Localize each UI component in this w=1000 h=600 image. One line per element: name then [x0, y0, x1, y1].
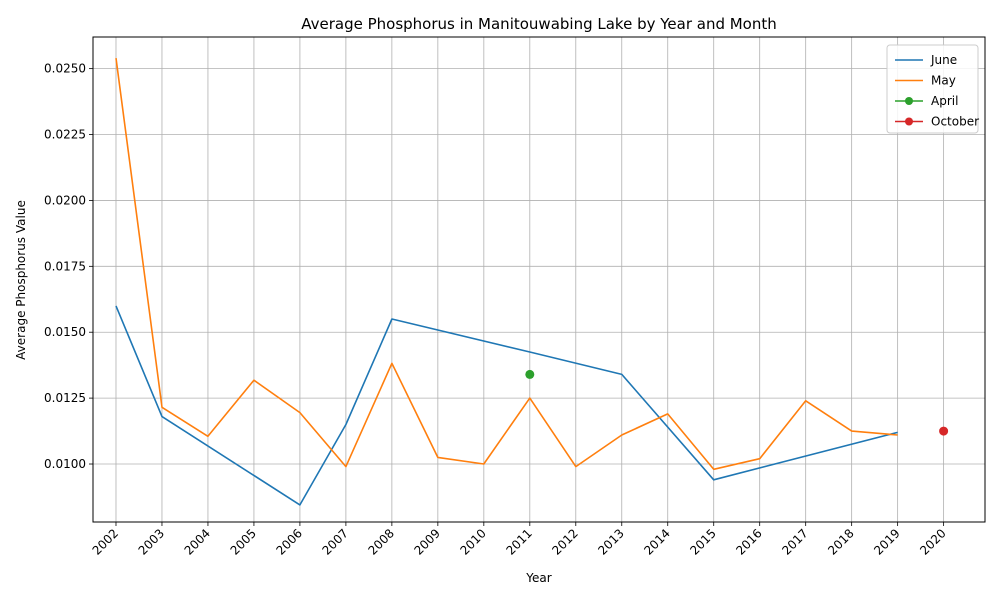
- x-tick-label: 2014: [641, 526, 672, 557]
- legend-box: [886, 44, 979, 134]
- x-tick-label: 2004: [182, 526, 213, 557]
- x-tick-label: 2012: [549, 526, 580, 557]
- series-line-june: [115, 305, 898, 506]
- y-tick-label: 0.0175: [44, 259, 86, 273]
- series-point-october: [939, 426, 949, 436]
- legend-marker-april: [905, 97, 913, 105]
- x-tick-label: 2005: [228, 526, 259, 557]
- x-tick-label: 2015: [687, 526, 718, 557]
- x-tick-label: 2006: [274, 526, 305, 557]
- y-tick-label: 0.0100: [44, 457, 86, 471]
- grid: [93, 37, 985, 522]
- x-tick-label: 2019: [871, 526, 902, 557]
- x-tick-label: 2002: [90, 526, 121, 557]
- legend-marker-october: [905, 117, 913, 126]
- legend-label-june: June: [930, 53, 957, 67]
- legend-label-april: April: [931, 94, 958, 108]
- x-tick-label: 2020: [917, 526, 948, 557]
- y-tick-label: 0.0200: [44, 193, 86, 207]
- legend-label-may: May: [931, 74, 956, 88]
- x-tick-label: 2010: [457, 526, 488, 557]
- x-tick-label: 2009: [411, 526, 442, 557]
- y-axis: 0.0100 0.0125 0.0150 0.0175 0.0200 0.0225 0.02…: [44, 62, 93, 471]
- legend-label-october: October: [931, 115, 979, 129]
- x-tick-label: 2016: [733, 526, 764, 557]
- x-axis-label: Year: [525, 571, 551, 585]
- chart-title: Average Phosphorus in Manitouwabing Lake…: [301, 15, 777, 33]
- x-tick-label: 2013: [595, 526, 626, 557]
- series-line-may: [115, 57, 898, 471]
- y-tick-label: 0.0225: [44, 128, 86, 142]
- series-point-april: [525, 369, 535, 379]
- y-tick-label: 0.0125: [44, 391, 86, 405]
- x-tick-label: 2008: [365, 526, 396, 557]
- y-tick-label: 0.0250: [44, 62, 86, 76]
- y-axis-label: Average Phosphorus Value: [14, 200, 28, 360]
- x-tick-label: 2017: [779, 526, 810, 557]
- x-tick-label: 2003: [136, 526, 167, 557]
- x-tick-label: 2011: [503, 526, 534, 557]
- x-tick-label: 2018: [825, 526, 856, 557]
- x-axis: 2002 2003 2004 2005 2006 2007 2008 2009 2010 2011…: [90, 522, 949, 558]
- series-layer: [115, 57, 949, 506]
- plot-frame: [92, 36, 986, 523]
- legend: June May April October: [886, 44, 979, 134]
- x-tick-label: 2007: [320, 526, 351, 557]
- y-tick-label: 0.0150: [44, 325, 86, 339]
